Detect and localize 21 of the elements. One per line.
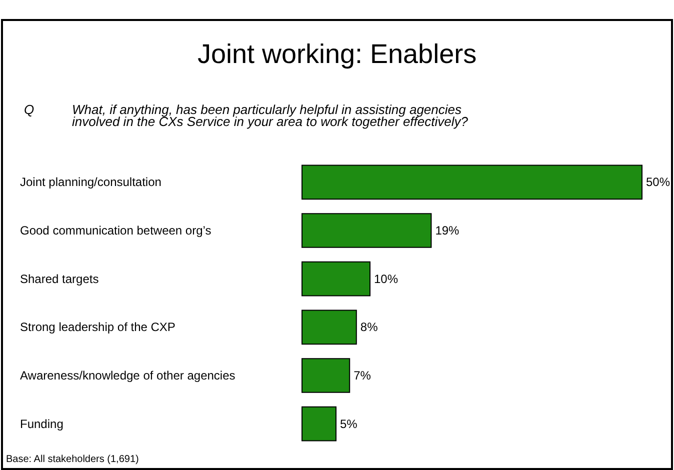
y-tick-label: Joint planning/consultation <box>20 175 162 190</box>
data-label: 7% <box>354 368 372 382</box>
data-label: 50% <box>646 175 670 190</box>
data-label: 5% <box>340 416 358 431</box>
bar <box>302 261 370 296</box>
y-tick-label: Shared targets <box>20 272 99 286</box>
data-label: 8% <box>360 320 378 334</box>
y-tick-label: Good communication between org’s <box>20 224 212 238</box>
data-label: 19% <box>435 224 460 238</box>
bar <box>302 164 642 200</box>
data-label: 10% <box>374 272 398 286</box>
y-tick-label: Strong leadership of the CXP <box>20 320 176 334</box>
bar <box>302 406 336 442</box>
chart-title: Joint working: Enablers <box>197 39 477 69</box>
bar <box>302 358 350 393</box>
bar <box>302 310 357 345</box>
y-tick-label: Funding <box>20 416 64 431</box>
text: Base: All stakeholders (1,691) <box>6 454 139 465</box>
y-tick-label: Awareness/knowledge of other agencies <box>20 368 236 382</box>
bar <box>302 213 432 248</box>
text: Q What, if anything, has been particularly helpful in assisting agencies involved in the CXs Service in your area to work together effectively? <box>24 102 468 129</box>
